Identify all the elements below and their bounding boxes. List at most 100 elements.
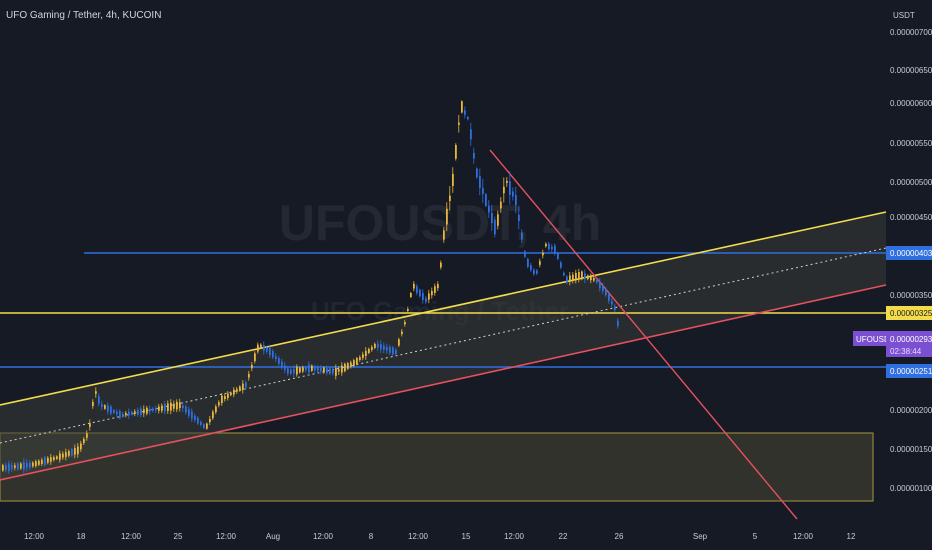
candle-body — [329, 368, 331, 374]
candle-body — [512, 191, 514, 197]
candle-body — [326, 368, 328, 374]
candle-body — [185, 406, 187, 413]
time-tick-label: 12:00 — [24, 532, 45, 541]
candle-body — [119, 410, 121, 419]
candle-body — [83, 439, 85, 443]
candle-body — [254, 353, 256, 362]
candle-body — [413, 283, 415, 289]
candle-body — [380, 344, 382, 350]
candle-body — [200, 421, 202, 425]
badge-blue-lower-bg — [886, 364, 932, 378]
candle-body — [467, 117, 469, 120]
candle-body — [335, 368, 337, 376]
candle-body — [542, 252, 544, 256]
candle-body — [581, 271, 583, 280]
time-tick-label: 15 — [462, 532, 471, 541]
candle-body — [179, 402, 181, 409]
candle-body — [545, 243, 547, 247]
candle-body — [473, 152, 475, 159]
candle-body — [485, 194, 487, 206]
candle-body — [431, 290, 433, 296]
channel-fill — [0, 212, 886, 480]
candle-body — [101, 404, 103, 407]
candle-body — [524, 251, 526, 257]
time-tick-label: 12:00 — [216, 532, 237, 541]
time-tick-label: 25 — [174, 532, 183, 541]
candle-body — [110, 406, 112, 414]
candle-body — [422, 293, 424, 300]
candle-body — [47, 457, 49, 463]
candle-body — [368, 348, 370, 354]
candle-body — [614, 306, 616, 311]
candle-body — [371, 346, 373, 350]
candle-body — [410, 293, 412, 297]
descending-trendline — [489, 149, 798, 520]
candle-body — [137, 409, 139, 415]
candle-body — [341, 365, 343, 373]
price-axis-background — [886, 0, 932, 550]
time-tick-label: 22 — [559, 532, 568, 541]
candle-body — [269, 347, 271, 356]
candle-body — [356, 358, 358, 365]
candle-body — [365, 350, 367, 357]
candle-body — [224, 396, 226, 400]
candle-body — [89, 423, 91, 427]
candle-body — [464, 110, 466, 115]
candle-body — [134, 411, 136, 414]
candle-body — [197, 417, 199, 424]
candle-body — [500, 201, 502, 209]
candle-body — [59, 453, 61, 460]
candle-body — [266, 347, 268, 352]
time-tick-label: 12:00 — [793, 532, 814, 541]
candle-body — [503, 186, 505, 194]
channel-lower-line — [0, 284, 887, 481]
candle-body — [359, 357, 361, 360]
candle-body — [26, 463, 28, 468]
candle-body — [533, 269, 535, 275]
candle-body — [221, 395, 223, 404]
candle-body — [143, 409, 145, 414]
candle-body — [191, 411, 193, 419]
candle-body — [389, 347, 391, 353]
candle-body — [458, 122, 460, 125]
candle-body — [590, 276, 592, 281]
candle-body — [299, 367, 301, 373]
candle-body — [323, 367, 325, 373]
candle-body — [530, 265, 532, 270]
candle-body — [386, 347, 388, 351]
candle-body — [284, 365, 286, 370]
candle-body — [353, 360, 355, 366]
candle-body — [377, 343, 379, 348]
candle-body — [557, 253, 559, 259]
candle-body — [245, 382, 247, 388]
candle-body — [560, 262, 562, 268]
candle-body — [584, 273, 586, 280]
candle-body — [452, 173, 454, 187]
candle-body — [125, 412, 127, 416]
candle-body — [521, 232, 523, 240]
candle-body — [446, 208, 448, 225]
candle-body — [155, 408, 157, 411]
candle-body — [41, 459, 43, 464]
time-axis-background — [0, 520, 886, 550]
candle-body — [53, 457, 55, 460]
candle-body — [251, 364, 253, 369]
candle-body — [290, 369, 292, 374]
candle-body — [146, 407, 148, 414]
candle-body — [347, 363, 349, 369]
candle-body — [68, 451, 70, 456]
countdown-label: 02:38:44 — [890, 347, 922, 356]
candle-body — [506, 180, 508, 184]
candle-body — [131, 411, 133, 415]
candle-body — [167, 403, 169, 411]
candle-body — [32, 462, 34, 467]
symbol-tag: UFOUSDT — [856, 335, 895, 344]
candle-body — [104, 405, 106, 409]
badge-blue-upper: 0.000004032 — [890, 249, 932, 258]
time-tick-label: 12 — [847, 532, 856, 541]
